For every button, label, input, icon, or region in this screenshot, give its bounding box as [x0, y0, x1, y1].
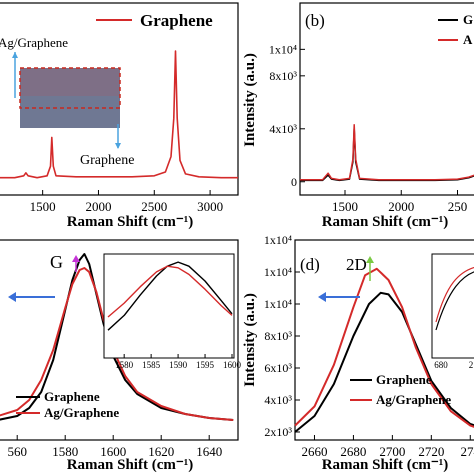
panel-d-label: (d) — [300, 255, 320, 274]
panel-d-x-tick-label-1: 2680 — [340, 444, 366, 459]
panel-c-x-tick-label-0: 560 — [7, 444, 27, 459]
panel-a-arrow-down-head — [115, 143, 121, 149]
panel-b-x-tick-label-1: 2000 — [388, 199, 414, 214]
panel-b-y-tick-label-1: 4x10³ — [269, 122, 297, 136]
panel-b-legend-label-g: G — [463, 12, 473, 27]
panel-c-x-tick-label-3: 1620 — [148, 444, 174, 459]
panel-b-y-tick-label-3: 1x10⁴ — [269, 42, 297, 56]
panel-a: 1500 2000 2500 3000 Graphene Ag/Graphene Gr… — [0, 2, 239, 230]
panel-d-inset-tick-label-0: 680 — [434, 360, 448, 370]
panel-c-inset-series-graphene — [107, 261, 233, 331]
panel-d-y-tick-label-6: 1x10⁴ — [264, 233, 292, 247]
panel-a-x-tick-label-3: 3000 — [197, 199, 223, 214]
panel-c-inset-series-ag-graphene — [107, 265, 233, 318]
panel-d-x-tick-label-4: 274 — [461, 444, 474, 459]
panel-a-x-tick-label-1: 2000 — [85, 199, 111, 214]
panel-b-axes-frame — [299, 2, 474, 196]
panel-d-x-tick-label-2: 2700 — [379, 444, 405, 459]
panel-b-legend-label-a: A — [463, 32, 473, 47]
panel-b-series-g — [300, 128, 474, 182]
panel-a-annotation-graphene: Graphene — [80, 153, 134, 168]
panel-c-left-arrow-head — [8, 292, 16, 302]
panel-a-axes-frame — [0, 2, 239, 196]
panel-b-y-tick-label-0: 0 — [291, 175, 297, 189]
panel-a-sample-photo-lower — [20, 96, 120, 128]
panel-d-peak-label: 2D — [346, 255, 367, 274]
panel-d-y-tick-label-2: 6x10³ — [264, 361, 292, 375]
panel-d: Intensity (a.u.) 26602680270027202742x10… — [242, 233, 474, 473]
panel-d-x-tick-label-3: 2720 — [418, 444, 444, 459]
panel-c-x-axis-label: Raman Shift (cm⁻¹) — [67, 457, 194, 473]
panel-b-y-axis-label: Intensity (a.u.) — [242, 53, 258, 147]
panel-a-ag-region-outline — [19, 67, 121, 109]
panel-c-inset-x-tick-label-1: 1585 — [142, 360, 161, 370]
panel-a-series-graphene — [0, 50, 238, 179]
panel-c-peak-label: G — [50, 252, 63, 272]
panel-c-inset-x-tick-label-4: 1600 — [223, 360, 242, 370]
panel-c-inset-x-tick-label-0: 1580 — [115, 360, 134, 370]
panel-d-inset-tick-label-1: 2 — [469, 360, 474, 370]
panel-c-x-tick-label-2: 1600 — [100, 444, 126, 459]
panel-a-arrow-up-head — [12, 52, 18, 58]
panel-c-inset-x-tick-label-3: 1595 — [196, 360, 215, 370]
panel-a-annotation-ag-graphene: Ag/Graphene — [0, 35, 68, 50]
panel-d-series-graphene — [294, 291, 474, 433]
panel-c: 560 1580 1600 1620 1640 G 1580 1585 1590 1595 16… — [0, 239, 242, 473]
panel-d-y-axis-label: Intensity (a.u.) — [242, 293, 258, 387]
panel-d-inset-frame — [431, 253, 474, 359]
panel-c-x-tick-label-4: 1640 — [196, 444, 222, 459]
panel-d-y-tick-label-1: 4x10³ — [264, 393, 292, 407]
panel-d-legend-label-ag-graphene: Ag/Graphene — [376, 392, 451, 407]
panel-d-inset-curve-ag-graphene — [435, 266, 474, 323]
panel-d-series-ag-graphene — [294, 267, 474, 428]
panel-d-x-axis-label: Raman Shift (cm⁻¹) — [322, 457, 449, 473]
panel-c-series-ag-graphene — [0, 267, 234, 421]
panel-b-y-tick-label-2: 8x10³ — [269, 69, 297, 83]
panel-a-x-tick-label-2: 2500 — [141, 199, 167, 214]
panel-c-legend-label-graphene: Graphene — [44, 389, 100, 404]
panel-b-x-tick-label-2: 250 — [448, 199, 468, 214]
panel-b-series-a — [300, 124, 474, 181]
panel-a-x-axis-label: Raman Shift (cm⁻¹) — [67, 214, 194, 230]
panel-c-x-tick-label-1: 1580 — [52, 444, 78, 459]
panel-d-axes-frame — [294, 239, 474, 441]
panel-b: Intensity (a.u.) 1500 2000 25004x10³8x10³1… — [242, 2, 474, 230]
panel-d-y-tick-label-0: 2x10³ — [264, 425, 292, 439]
panel-d-x-tick-label-0: 2660 — [301, 444, 327, 459]
panel-b-x-tick-label-0: 1500 — [332, 199, 358, 214]
panel-d-left-arrow-head — [318, 292, 326, 302]
panel-a-x-tick-label-0: 1500 — [30, 199, 56, 214]
panel-c-series-graphene — [0, 253, 234, 421]
panel-c-shift-arrow-head — [72, 255, 80, 262]
panel-d-inset-curve-graphene — [435, 271, 474, 331]
panel-d-y-tick-label-5: 1x10⁴ — [264, 265, 292, 279]
panel-b-x-axis-label: Raman Shift (cm⁻¹) — [322, 214, 449, 230]
panel-d-y-tick-label-4: 1x10⁴ — [264, 297, 292, 311]
panel-c-axes-frame — [0, 239, 239, 441]
panel-b-label: (b) — [305, 11, 325, 30]
panel-d-legend-label-graphene: Graphene — [376, 372, 432, 387]
panel-c-legend-label-ag-graphene: Ag/Graphene — [44, 405, 119, 420]
panel-c-inset-frame — [103, 253, 235, 359]
panel-c-inset-x-tick-label-2: 1590 — [169, 360, 188, 370]
panel-d-y-tick-label-3: 8x10³ — [264, 329, 292, 343]
panel-a-legend-label: Graphene — [140, 11, 213, 30]
panel-d-shift-arrow-head — [366, 256, 374, 263]
